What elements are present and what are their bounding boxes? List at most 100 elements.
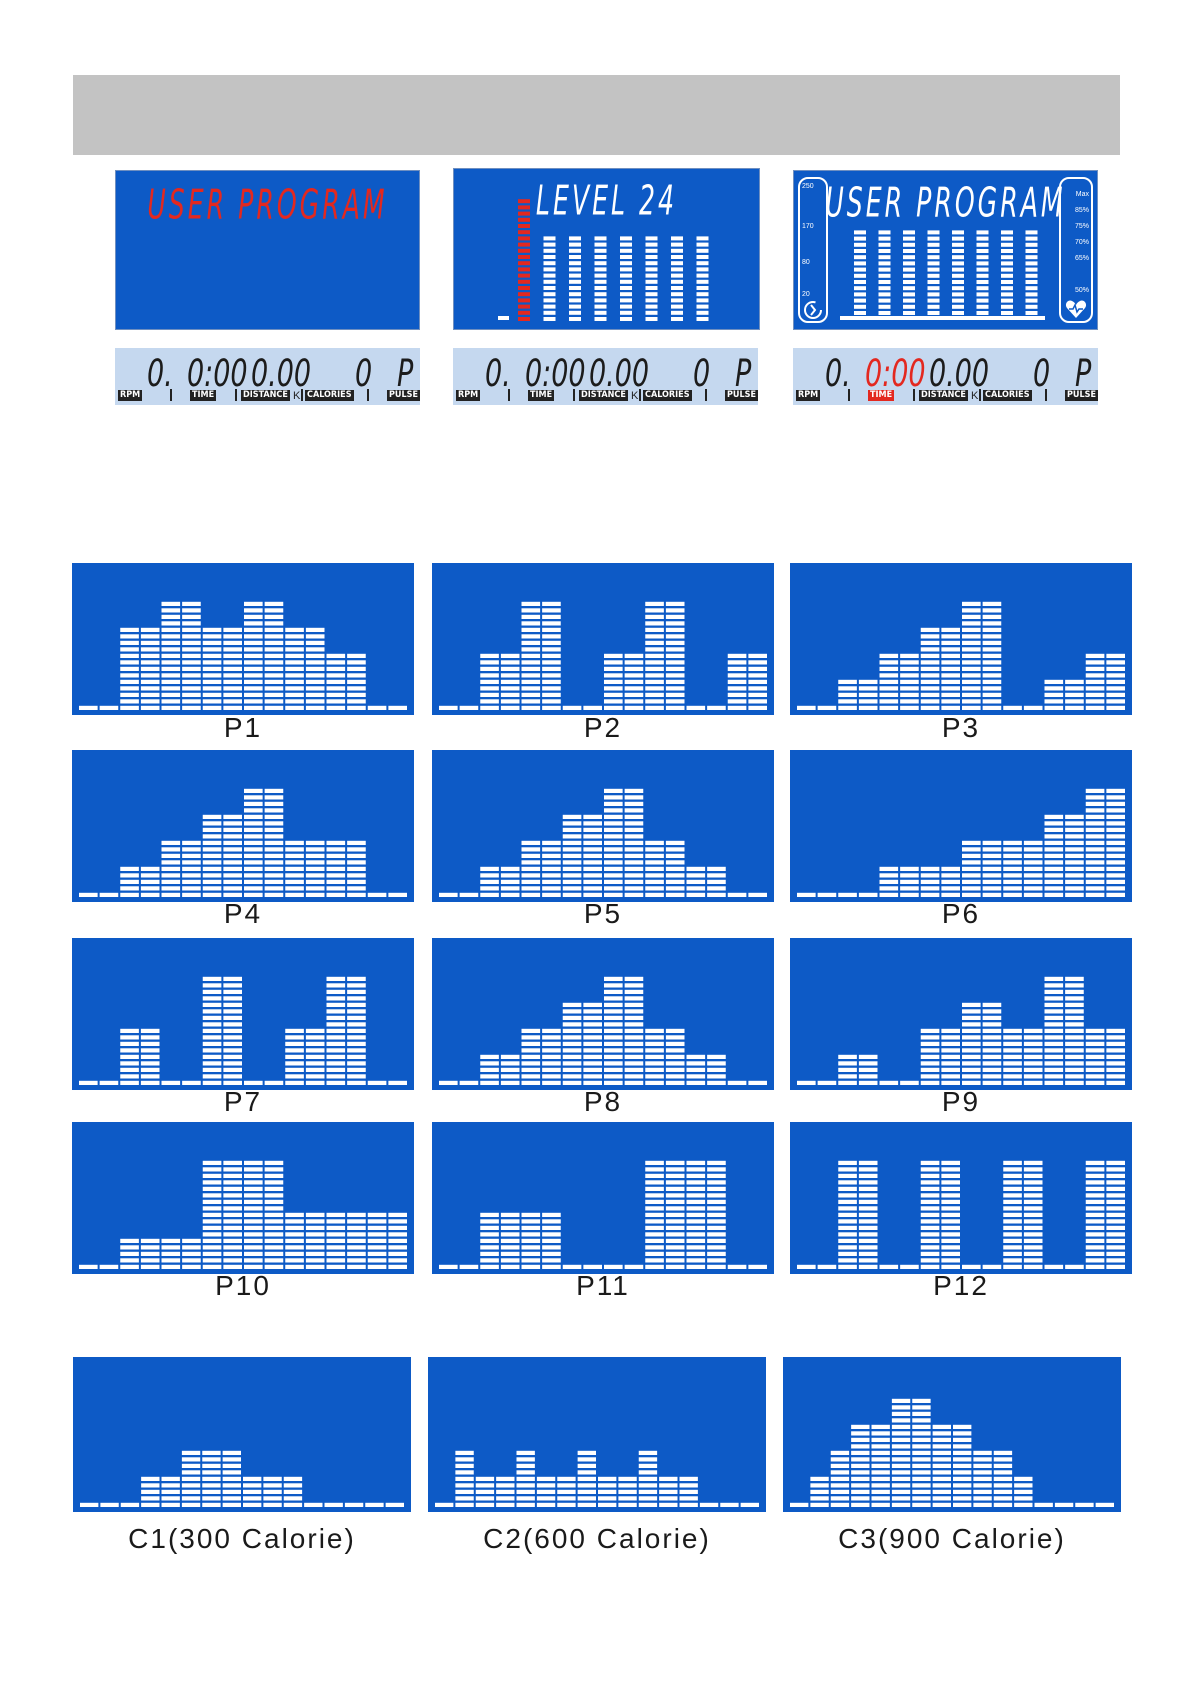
program-profile[interactable] — [432, 750, 774, 902]
program-profile[interactable] — [72, 938, 414, 1090]
bar-segment — [878, 311, 891, 315]
bar-segment — [1065, 1009, 1084, 1014]
bar-segment — [810, 1476, 829, 1481]
bar-segment — [521, 860, 541, 865]
bar-segment — [120, 653, 139, 658]
program-profile[interactable] — [432, 563, 774, 715]
bar-segment — [645, 873, 664, 878]
bar-segment — [976, 292, 989, 297]
bar-segment — [244, 705, 263, 710]
program-profile[interactable] — [73, 1357, 411, 1512]
bar-segment — [594, 236, 607, 241]
status-bar: 0. 0:00 0.00 0 P RPM TIME DISTANCE CALORIES PULSE… — [453, 348, 759, 405]
bar-segment — [1023, 1199, 1043, 1204]
bar-segment — [932, 1457, 951, 1462]
bar-segment — [1023, 886, 1043, 891]
program-profile[interactable] — [72, 1122, 414, 1274]
bar-segment — [900, 886, 919, 891]
bar-segment — [388, 892, 407, 897]
bar-segment — [645, 1264, 664, 1269]
program-profile[interactable] — [783, 1357, 1121, 1512]
bar-segment — [871, 1437, 890, 1442]
pulse-label: PULSE — [387, 390, 421, 401]
bar-segment — [1065, 1022, 1084, 1027]
program-profile[interactable] — [790, 750, 1132, 902]
bar-segment — [665, 847, 685, 852]
bar-segment — [645, 1035, 664, 1040]
bar-segment — [941, 886, 960, 891]
calories-label: CALORIES — [983, 390, 1032, 401]
program-profile[interactable] — [72, 750, 414, 902]
program-profile[interactable] — [432, 1122, 774, 1274]
bar-segment — [932, 1450, 951, 1455]
bar-segment — [900, 692, 919, 697]
time-label: TIME — [190, 390, 217, 401]
bar-segment — [707, 886, 726, 891]
bar-segment — [305, 1258, 325, 1263]
cycle-icon — [804, 301, 822, 319]
bar-segment — [973, 1496, 992, 1501]
bar-segment — [620, 304, 632, 309]
bar-segment — [1106, 879, 1125, 884]
bar-segment — [1085, 814, 1105, 819]
bar-segment — [941, 673, 960, 678]
bar-segment — [638, 1450, 658, 1455]
bar-segment — [439, 1080, 458, 1085]
bar-segment — [976, 286, 989, 291]
bar-segment — [326, 1219, 346, 1224]
program-profile[interactable] — [790, 938, 1132, 1090]
km-unit: K — [631, 390, 639, 402]
bar-segment — [244, 634, 263, 639]
bar-segment — [941, 1245, 960, 1250]
bar-segment — [480, 1245, 499, 1250]
bar-segment — [679, 1476, 698, 1481]
bar-segment — [962, 1048, 981, 1053]
bar-segment — [1003, 1160, 1022, 1165]
bar-segment — [305, 1245, 325, 1250]
bar-segment — [982, 1015, 1002, 1020]
bar-segment — [941, 1061, 960, 1066]
bar-segment — [962, 627, 981, 632]
bar-segment — [878, 261, 891, 266]
bar-segment — [326, 1022, 346, 1027]
bar-segment — [543, 298, 556, 303]
bar-segment — [223, 686, 242, 691]
bar-segment — [941, 1212, 960, 1217]
program-profile[interactable] — [790, 563, 1132, 715]
program-profile[interactable] — [432, 938, 774, 1090]
bar-segment — [542, 1074, 561, 1079]
bar-segment — [879, 686, 899, 691]
bar-segment — [1106, 1173, 1125, 1178]
bar-segment — [496, 1476, 515, 1481]
bar-segment — [665, 1193, 685, 1198]
bar-segment — [665, 1080, 685, 1085]
bar-segment — [1085, 1245, 1105, 1250]
bar-segment — [707, 1232, 726, 1237]
bar-segment — [912, 1418, 931, 1423]
bar-segment — [120, 673, 139, 678]
bar-segment — [455, 1496, 474, 1501]
bar-segment — [99, 1264, 119, 1269]
bar-segment — [202, 640, 222, 645]
bar-segment — [285, 1212, 304, 1217]
bar-segment — [120, 886, 139, 891]
program-profile[interactable] — [428, 1357, 766, 1512]
bar-segment — [941, 1219, 960, 1224]
bar-segment — [920, 886, 940, 891]
bar-segment — [645, 1251, 664, 1256]
program-profile[interactable] — [72, 563, 414, 715]
bar-segment — [500, 873, 520, 878]
bar-segment — [1023, 1264, 1043, 1269]
bar-segment — [707, 1173, 726, 1178]
bar-segment — [244, 1219, 263, 1224]
bar-segment — [141, 1476, 160, 1481]
program-profile[interactable] — [790, 1122, 1132, 1274]
bar-segment — [1106, 1206, 1125, 1211]
bar-segment — [1003, 886, 1022, 891]
bar-segment — [912, 1444, 931, 1449]
bar-segment — [181, 1463, 201, 1468]
bar-segment — [223, 892, 242, 897]
bar-segment — [720, 1502, 739, 1507]
bar-segment — [244, 1251, 263, 1256]
bar-segment — [707, 1180, 726, 1185]
